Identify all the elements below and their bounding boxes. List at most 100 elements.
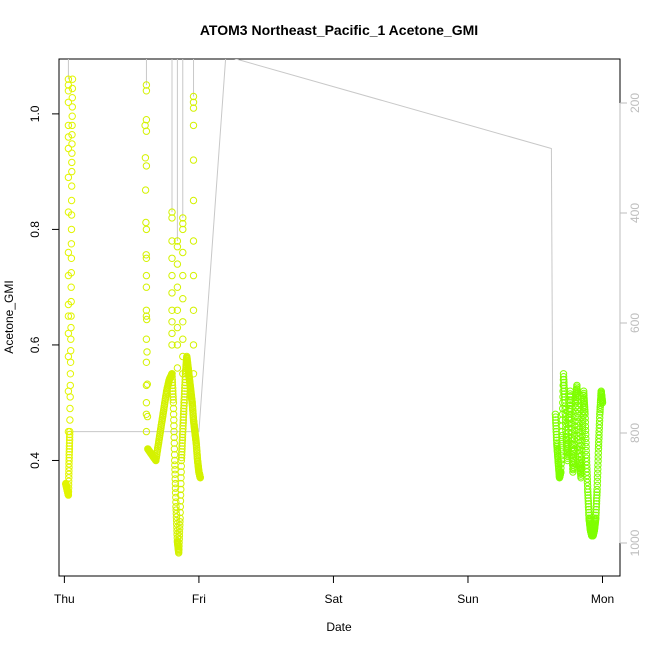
data-point xyxy=(168,370,176,378)
data-point xyxy=(67,196,76,205)
data-point xyxy=(65,442,74,450)
data-point xyxy=(180,404,188,413)
data-point xyxy=(584,491,592,499)
data-point xyxy=(65,467,73,475)
y2-tick-label: 400 xyxy=(628,203,642,223)
data-point xyxy=(64,481,73,489)
data-point xyxy=(68,140,76,148)
data-point xyxy=(179,335,187,343)
data-point xyxy=(175,535,184,543)
data-point xyxy=(64,81,73,89)
data-point xyxy=(580,387,588,395)
data-point xyxy=(177,462,186,470)
data-point xyxy=(569,463,577,472)
data-point xyxy=(573,385,581,394)
data-point xyxy=(567,410,575,418)
data-point xyxy=(571,426,579,435)
data-point xyxy=(584,503,593,511)
data-point xyxy=(169,404,178,413)
data-point xyxy=(64,387,73,395)
data-point xyxy=(66,370,75,378)
y2-tick-label: 600 xyxy=(628,313,642,333)
data-point xyxy=(65,477,73,485)
data-point xyxy=(142,427,151,436)
data-point xyxy=(583,464,591,473)
data-point xyxy=(173,306,182,314)
data-point xyxy=(142,162,151,170)
data-point xyxy=(68,112,76,120)
data-point xyxy=(173,243,182,251)
data-point xyxy=(559,373,568,381)
data-point xyxy=(142,410,151,418)
data-point xyxy=(594,445,603,453)
data-point xyxy=(141,186,150,194)
data-point xyxy=(143,315,151,324)
data-point xyxy=(66,416,74,424)
data-point xyxy=(574,425,583,433)
data-point xyxy=(65,470,73,478)
data-point xyxy=(175,528,184,536)
data-point xyxy=(581,426,590,435)
data-point xyxy=(551,413,560,421)
chart-title: ATOM3 Northeast_Pacific_1 Acetone_GMI xyxy=(200,22,478,38)
data-point xyxy=(172,503,180,511)
data-point xyxy=(67,240,76,248)
data-point xyxy=(143,380,152,388)
data-point xyxy=(175,538,183,547)
data-point xyxy=(172,493,180,502)
data-point xyxy=(170,422,178,430)
data-point xyxy=(179,422,187,430)
data-point xyxy=(168,329,176,338)
data-point xyxy=(570,445,578,453)
data-point xyxy=(189,92,198,101)
data-point xyxy=(175,531,184,540)
data-point xyxy=(64,173,73,182)
data-point xyxy=(584,500,593,508)
data-point xyxy=(593,494,601,502)
data-point xyxy=(142,381,151,390)
data-point xyxy=(178,448,186,456)
data-point xyxy=(177,485,185,494)
data-point xyxy=(179,419,187,427)
data-point xyxy=(196,474,205,482)
data-point xyxy=(171,466,179,474)
data-point xyxy=(67,283,75,291)
data-point xyxy=(569,466,577,474)
data-point xyxy=(142,312,151,320)
y-axis-label: Acetone_GMI xyxy=(2,280,16,353)
data-point xyxy=(64,352,73,361)
data-point xyxy=(177,468,185,476)
data-point xyxy=(180,407,188,416)
data-point xyxy=(574,418,582,426)
data-point xyxy=(177,474,185,482)
y-tick-label: 1.0 xyxy=(28,105,42,122)
data-point xyxy=(169,410,178,418)
data-point xyxy=(68,182,76,190)
data-point xyxy=(65,474,73,482)
data-point xyxy=(178,433,187,442)
data-point xyxy=(176,508,184,517)
data-point xyxy=(179,425,187,433)
data-point xyxy=(179,410,188,418)
data-point xyxy=(574,422,582,430)
data-point xyxy=(582,438,590,447)
data-point xyxy=(64,312,73,320)
data-point xyxy=(65,445,74,453)
data-point xyxy=(64,484,73,492)
data-point xyxy=(64,488,73,496)
data-point xyxy=(592,514,600,522)
data-point xyxy=(179,416,188,424)
data-point xyxy=(557,460,565,468)
data-point xyxy=(573,381,581,390)
data-point xyxy=(68,158,76,167)
data-point xyxy=(170,445,179,453)
data-point xyxy=(68,167,76,176)
data-point xyxy=(64,121,73,130)
data-point xyxy=(176,503,185,511)
data-point xyxy=(65,453,73,462)
data-point xyxy=(567,405,575,414)
data-point xyxy=(176,521,184,529)
data-point xyxy=(64,248,73,257)
x-tick-label: Fri xyxy=(192,592,206,606)
data-point xyxy=(189,237,198,245)
